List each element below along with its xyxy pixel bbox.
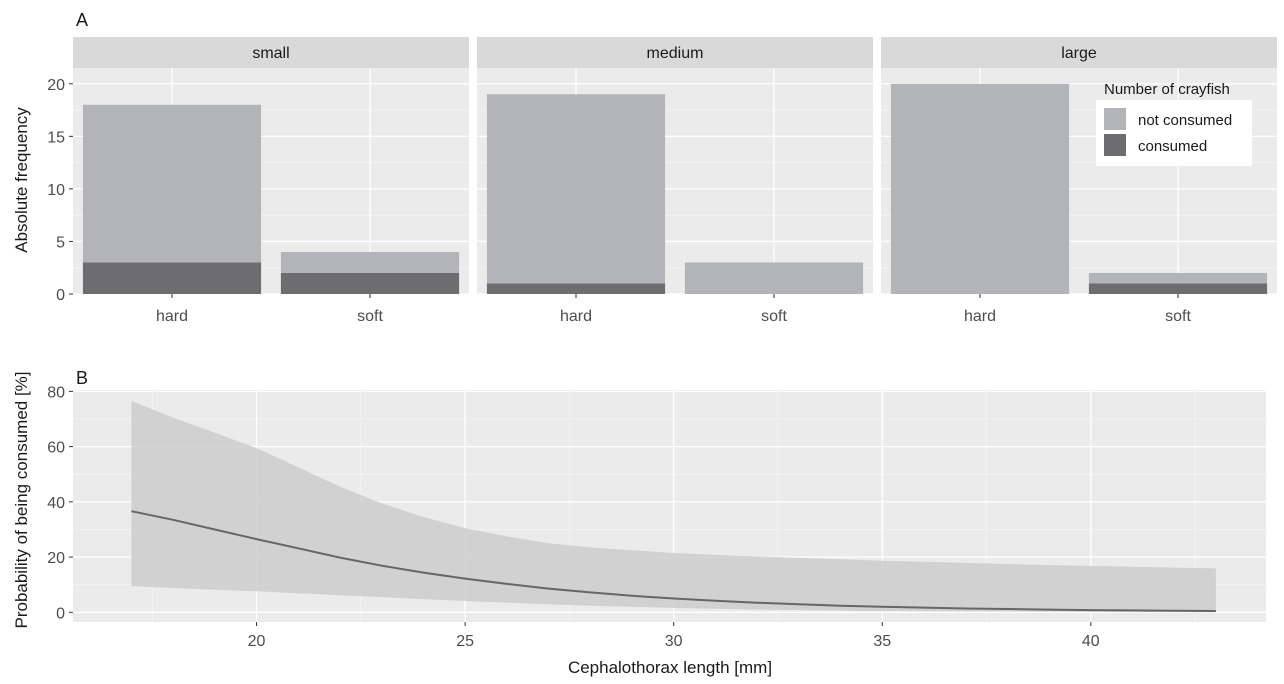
- panel-b: B 0 20 40 60 80 20 25 30 35 40 Cephalothorax leng…: [12, 368, 1266, 677]
- facet-medium: medium hard soft: [477, 37, 873, 325]
- confidence-band: [131, 401, 1216, 613]
- bar-large-soft-consumed: [1088, 283, 1268, 294]
- bar-medium-hard-not-consumed: [486, 94, 666, 284]
- fitted-line: [131, 510, 1216, 612]
- x-tick-label-medium-hard: hard: [560, 308, 592, 325]
- bar-small-hard-not-consumed: [82, 104, 262, 263]
- legend-title: Number of crayfish: [1104, 81, 1230, 98]
- x-tick-label-small-soft: soft: [357, 308, 383, 325]
- facet-label-small: small: [252, 45, 289, 62]
- bar-medium-hard-consumed: [486, 283, 666, 294]
- y-tick-label: 5: [56, 234, 65, 251]
- bar-small-hard-consumed: [82, 262, 262, 294]
- y-tick-label: 0: [56, 605, 65, 622]
- panel-a-tag: A: [76, 10, 88, 30]
- legend-key-not-consumed: [1104, 108, 1126, 130]
- x-tick-label-medium-soft: soft: [761, 308, 787, 325]
- facet-label-large: large: [1061, 45, 1097, 62]
- panel-a-y-ticks: 0 5 10 15 20: [47, 77, 73, 304]
- facet-strip-large: [881, 37, 1277, 68]
- facet-panels: small hard soft medium hard soft large hard soft: [73, 37, 1277, 325]
- panel-b-tag: B: [76, 368, 88, 388]
- bar-small-soft-not-consumed: [280, 251, 460, 273]
- facet-strip-medium: [477, 37, 873, 68]
- y-tick-label: 60: [47, 440, 65, 457]
- y-tick-label: 20: [47, 550, 65, 567]
- legend-label-not-consumed: not consumed: [1138, 112, 1232, 129]
- x-tick-label: 40: [1082, 633, 1100, 650]
- bar-medium-soft-not-consumed: [684, 262, 864, 294]
- y-tick-label: 20: [47, 77, 65, 94]
- panel-b-y-axis-title: Probability of being consumed [%]: [12, 371, 31, 628]
- facet-label-medium: medium: [647, 45, 704, 62]
- x-tick-label-large-hard: hard: [964, 308, 996, 325]
- facet-small: small hard soft: [73, 37, 469, 325]
- x-tick-label: 35: [873, 633, 891, 650]
- legend-key-consumed: [1104, 134, 1126, 156]
- bar-large-soft-not-consumed: [1088, 272, 1268, 284]
- y-tick-label: 15: [47, 129, 65, 146]
- x-tick-label: 25: [456, 633, 474, 650]
- legend: Number of crayfish not consumed consumed: [1096, 81, 1252, 166]
- y-tick-label: 80: [47, 384, 65, 401]
- panel-b-x-axis-title: Cephalothorax length [mm]: [568, 658, 772, 677]
- y-tick-label: 10: [47, 182, 65, 199]
- panel-b-ticks: 0 20 40 60 80 20 25 30 35 40: [47, 384, 1100, 650]
- y-tick-label: 0: [56, 287, 65, 304]
- facet-strip-small: [73, 37, 469, 68]
- x-tick-label: 20: [248, 633, 266, 650]
- x-tick-label-small-hard: hard: [156, 308, 188, 325]
- bar-small-soft-consumed: [280, 272, 460, 294]
- x-tick-label-large-soft: soft: [1165, 308, 1191, 325]
- panel-a-y-axis-title: Absolute frequency: [12, 107, 31, 253]
- legend-label-consumed: consumed: [1138, 138, 1207, 155]
- x-tick-label: 30: [665, 633, 683, 650]
- bar-large-hard-not-consumed: [890, 83, 1070, 294]
- y-tick-label: 40: [47, 495, 65, 512]
